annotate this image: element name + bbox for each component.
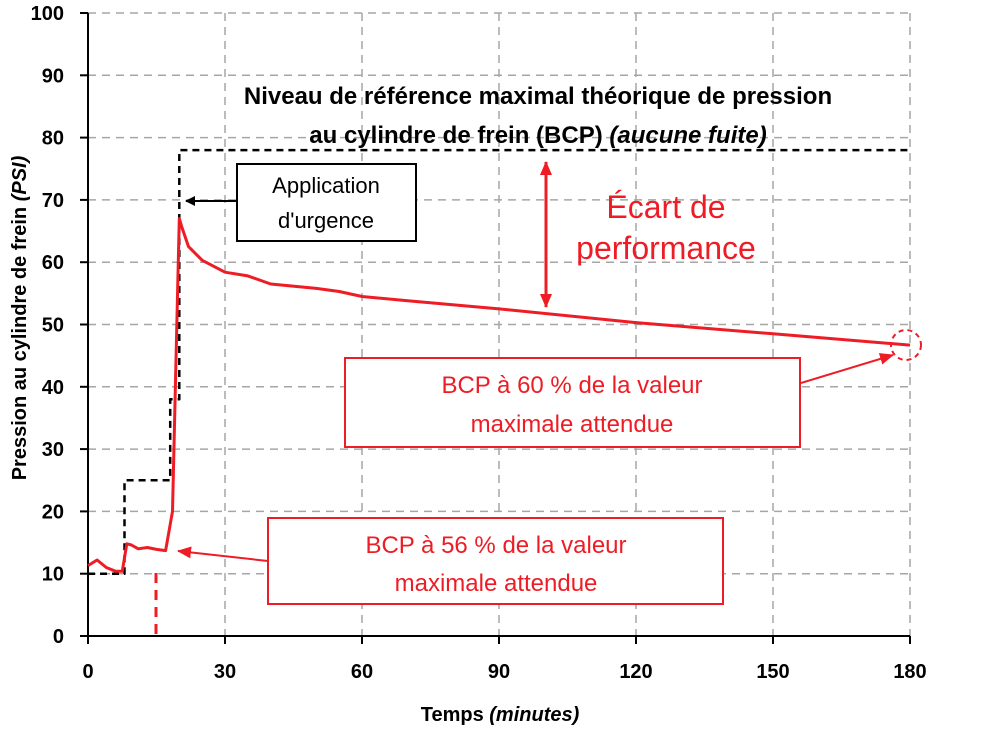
bcp60-endpoint-circle	[890, 329, 922, 361]
series-layer	[87, 148, 911, 575]
y-tick-label: 30	[42, 439, 64, 461]
y-tick-label: 20	[42, 501, 64, 523]
y-tick-label: 0	[53, 626, 64, 648]
bcp56-arrow	[177, 546, 269, 562]
emergency-application-box	[236, 163, 417, 242]
bcp60-line2: maximale attendue	[471, 411, 674, 438]
performance-gap-label-line1: Écart de	[606, 189, 725, 225]
y-tick-label: 50	[42, 315, 64, 337]
x-tick-label: 90	[488, 661, 510, 683]
emergency-application-line1: Application	[272, 173, 380, 198]
bcp56-line2: maximale attendue	[395, 570, 598, 597]
y-tick-label: 80	[42, 128, 64, 150]
bcp56-box	[267, 517, 724, 605]
y-tick-label: 90	[42, 65, 64, 87]
bcp60-box	[344, 357, 801, 448]
y-tick-label: 70	[42, 190, 64, 212]
y-axis-title: Pression au cylindre de frein (PSI)	[9, 155, 31, 480]
x-tick-label: 60	[351, 661, 373, 683]
bcp60-line1: BCP à 60 % de la valeur	[441, 372, 702, 399]
y-tick-label: 40	[42, 377, 64, 399]
x-axis-title: Temps (minutes)	[421, 704, 580, 726]
measured-pressure-line	[87, 217, 911, 573]
performance-gap-label-line2: performance	[576, 230, 756, 266]
bcp60-arrow	[800, 353, 894, 384]
x-tick-label: 30	[214, 661, 236, 683]
x-axis-ticks: 0 30 60 90 120 150 180	[82, 636, 927, 683]
x-tick-label: 180	[893, 661, 926, 683]
x-tick-label: 150	[756, 661, 789, 683]
y-tick-label: 10	[42, 564, 64, 586]
emergency-application-line2: d'urgence	[278, 208, 374, 233]
x-tick-label: 120	[619, 661, 652, 683]
reference-title-line2: au cylindre de frein (BCP) (aucune fuite…	[309, 122, 766, 149]
x-tick-label: 0	[82, 661, 93, 683]
reference-title-line1: Niveau de référence maximal théorique de…	[244, 83, 832, 110]
y-tick-label: 100	[31, 3, 64, 25]
bcp56-line1: BCP à 56 % de la valeur	[365, 532, 626, 559]
y-tick-label: 60	[42, 252, 64, 274]
y-axis-ticks: 0 10 20 30 40 50 60 70 80 90 100	[31, 3, 88, 648]
